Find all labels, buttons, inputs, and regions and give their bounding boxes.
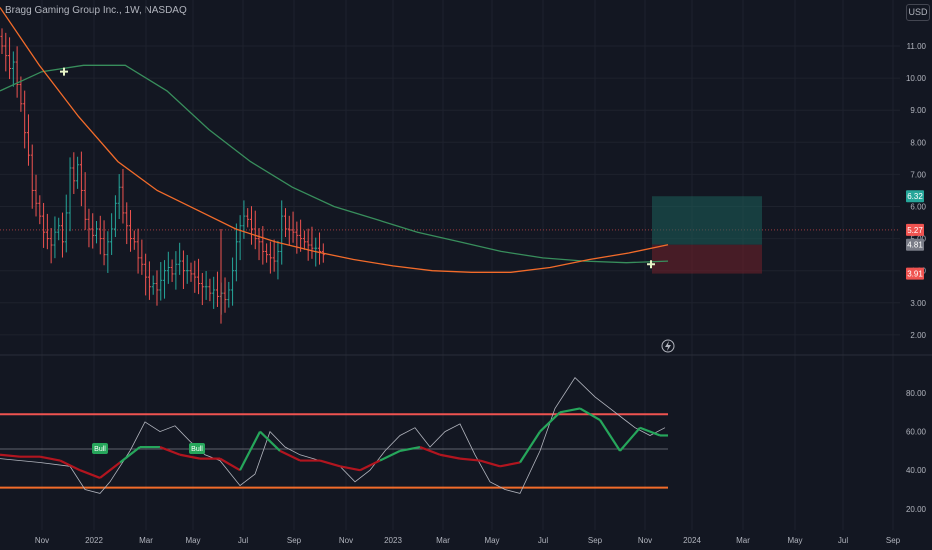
time-tick-label: Mar [736,536,750,545]
time-tick-label: Sep [886,536,901,545]
signal-segment [39,455,61,462]
moving-averages [0,7,669,273]
signal-segment [239,431,261,471]
signal-segment [119,446,141,464]
signal-segment [439,453,461,460]
indicator-tick-label: 80.00 [906,389,927,398]
price-tick-label: 6.00 [910,203,926,212]
time-tick-label: 2022 [85,536,103,545]
time-tick-label: Jul [838,536,848,545]
time-tick-label: Jul [538,536,548,545]
indicator-tick-label: 20.00 [906,505,927,514]
signal-segment [79,469,101,479]
time-tick-label: Sep [588,536,603,545]
price-label: 3.91 [907,270,923,279]
cross-marker [647,260,655,269]
time-axis: Nov 2022 Mar May Jul Sep Nov 2023 Mar May Jul Sep No… [35,536,901,545]
ma-fast-line [0,7,669,273]
time-tick-label: Jul [238,536,248,545]
signal-segment [519,431,541,464]
time-tick-label: Nov [339,536,353,545]
currency-button[interactable]: USD [906,4,930,21]
price-label: 4.81 [907,241,923,250]
signal-segment [279,449,301,462]
ma-slow-line [0,64,669,264]
price-tick-label: 3.00 [910,299,926,308]
signal-segment [539,411,561,433]
signal-segment [579,407,601,421]
signal-segment [639,426,661,437]
bull-tag [189,442,205,454]
time-tick-label: Mar [436,536,450,545]
price-label: 5.27 [907,226,923,235]
price-labels: 6.32 5.27 4.81 3.91 [906,190,924,280]
markers [60,67,675,353]
signal-segment [419,446,441,456]
price-tick-label: 10.00 [906,74,927,83]
signal-segment [59,459,81,472]
price-tick-label: 11.00 [907,42,927,51]
signal-segment [0,453,21,458]
signal-segment [479,459,501,468]
price-tick-label: 9.00 [910,106,926,115]
indicator-tick-label: 60.00 [906,428,927,437]
indicator-panel: 80.00 60.00 40.00 20.00 Bull Bull [0,376,927,514]
time-tick-label: May [185,536,200,545]
signal-segment [359,459,381,472]
price-label-box [906,223,924,236]
time-tick-label: 2023 [384,536,402,545]
bull-tag [92,442,108,454]
time-tick-label: May [787,536,802,545]
signal-segment [219,457,241,472]
signal-segment [379,449,401,462]
indicator-tick-label: 40.00 [906,466,927,475]
time-tick-label: Mar [139,536,153,545]
target-zone [652,196,762,245]
candles [0,28,325,324]
position-zones [652,196,762,274]
oscillator-line [0,376,666,494]
signal-segment [259,430,281,452]
signal-segment [99,461,121,479]
signal-segment [499,461,521,468]
time-tick-label: Nov [35,536,49,545]
signal-segment [619,427,641,452]
bull-tag-label: Bull [94,446,106,453]
time-tick-label: Nov [638,536,652,545]
signal-segment [319,459,341,468]
lightning-icon [661,339,675,353]
signal-segment [399,445,421,452]
signal-segment [559,407,581,414]
price-label-box [906,267,924,280]
price-tick-label: 2.00 [910,331,926,340]
price-label: 6.32 [907,192,923,201]
grid [0,0,932,530]
time-tick-label: 2024 [683,536,701,545]
signal-segment [459,457,481,462]
time-tick-label: May [484,536,499,545]
stop-zone [652,244,762,274]
signal-segment [159,446,181,456]
price-label-box [906,190,924,203]
signal-segment [179,453,201,460]
price-tick-label: 8.00 [910,138,926,147]
time-tick-label: Sep [287,536,302,545]
price-label-box [906,238,924,251]
cross-marker [60,67,68,76]
signal-segment [339,465,361,472]
price-tick-label: 7.00 [910,170,926,179]
signal-segment [599,419,621,452]
chart-title: Bragg Gaming Group Inc., 1W, NASDAQ [5,5,187,16]
bull-tag-label: Bull [191,446,203,453]
